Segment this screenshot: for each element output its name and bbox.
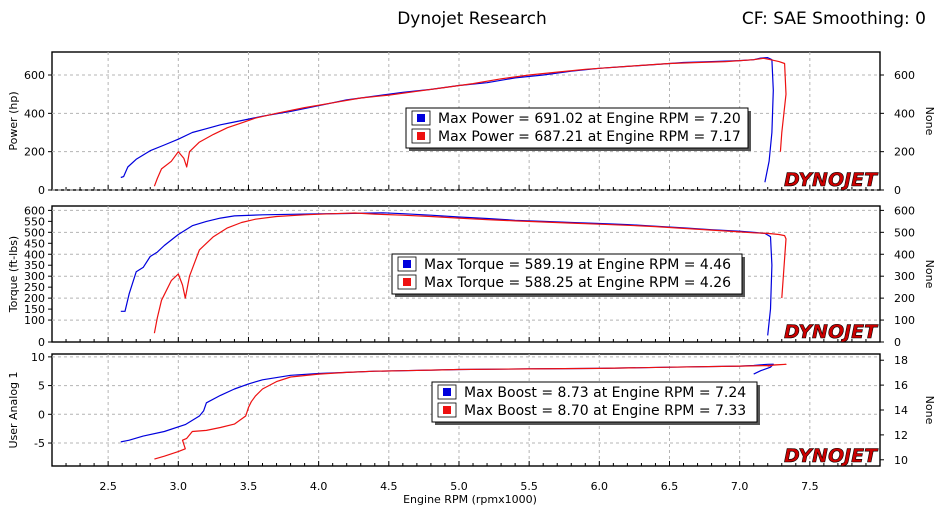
y-tick-label: 500: [24, 226, 45, 239]
legend-entry-run-2: Max Torque = 588.25 at Engine RPM = 4.26: [424, 275, 731, 291]
y2-tick-label: 300: [894, 270, 915, 283]
y-tick-label: 200: [24, 146, 45, 159]
x-tick-label: 7.5: [801, 480, 819, 493]
x-tick-label: 5.0: [450, 480, 468, 493]
x-tick-label: 7.0: [731, 480, 749, 493]
x-tick-label: 4.0: [310, 480, 328, 493]
legend-swatch-run-2: [443, 406, 451, 414]
y2-tick-label: 500: [894, 226, 915, 239]
series-line-run-1: [120, 212, 773, 336]
y-tick-label: 450: [24, 237, 45, 250]
y-tick-label: 10: [31, 351, 45, 364]
x-tick-label: 2.5: [99, 480, 117, 493]
legend-swatch-run-1: [403, 260, 411, 268]
series-line-run-2: [154, 363, 787, 460]
y2-tick-label: 0: [894, 336, 901, 349]
y-tick-label: 200: [24, 292, 45, 305]
y-tick-label: 0: [38, 184, 45, 197]
series-line-run-2: [153, 212, 787, 334]
x-axis-label: Engine RPM (rpmx1000): [403, 493, 537, 506]
y-tick-label: 300: [24, 270, 45, 283]
y2-tick-label: 400: [894, 107, 915, 120]
y2-tick-label: 18: [894, 354, 908, 367]
x-tick-label: 3.5: [240, 480, 258, 493]
y-tick-label: 400: [24, 107, 45, 120]
y-tick-label: 0: [38, 336, 45, 349]
x-tick-label: 6.0: [591, 480, 609, 493]
y-tick-label: 100: [24, 314, 45, 327]
y2-tick-label: 200: [894, 146, 915, 159]
y-tick-label: 350: [24, 259, 45, 272]
y2-tick-label: 10: [894, 454, 908, 467]
legend-box: [405, 107, 749, 149]
y-tick-label: 5: [38, 380, 45, 393]
y2-tick-label: 100: [894, 314, 915, 327]
legend-swatch-run-2: [417, 132, 425, 140]
y-tick-label: -5: [34, 437, 45, 450]
legend-box: [431, 381, 758, 423]
chart-panels: 0 200 400 600 0 200 400 600 Power (hp) None DYNOJE…: [7, 51, 936, 493]
y2-tick-label: 14: [894, 404, 908, 417]
y2-tick-label: 0: [894, 184, 901, 197]
y2-axis-label: None: [923, 396, 936, 425]
legend-box: [391, 253, 743, 295]
y-tick-label: 150: [24, 303, 45, 316]
y2-tick-label: 400: [894, 248, 915, 261]
legend-swatch-run-1: [443, 388, 451, 396]
x-tick-label: 4.5: [380, 480, 398, 493]
legend-entry-run-2: Max Boost = 8.70 at Engine RPM = 7.33: [464, 403, 746, 419]
y-tick-label: 250: [24, 281, 45, 294]
y2-axis-label: None: [923, 107, 936, 136]
y-axis-label: Power (hp): [7, 91, 20, 150]
x-tick-label: 5.5: [520, 480, 538, 493]
y-axis-label: User Analog 1: [7, 371, 20, 448]
legend-entry-run-1: Max Boost = 8.73 at Engine RPM = 7.24: [464, 385, 746, 401]
y-tick-label: 550: [24, 215, 45, 228]
legend-entry-run-1: Max Torque = 589.19 at Engine RPM = 4.46: [424, 257, 731, 273]
y2-tick-label: 600: [894, 204, 915, 217]
dynojet-logo: DYNOJET: [784, 169, 879, 191]
y-tick-label: 400: [24, 248, 45, 261]
y2-axis-label: None: [923, 260, 936, 289]
x-tick-label: 6.5: [661, 480, 679, 493]
chart-info: CF: SAE Smoothing: 0: [742, 9, 926, 29]
chart-title: Dynojet Research: [397, 9, 547, 29]
y2-tick-label: 600: [894, 69, 915, 82]
panel-3: -5 0 5 10 10 12 14 16 18 User Analog 1 None DYNOJET…: [7, 351, 936, 493]
dynojet-logo: DYNOJET: [784, 445, 879, 467]
x-tick-label: 3.0: [170, 480, 188, 493]
panel-2: 0100150200250300350400450500550600010020…: [7, 204, 936, 349]
dynojet-logo: DYNOJET: [784, 321, 879, 343]
y2-tick-label: 200: [894, 292, 915, 305]
y-axis-label: Torque (ft-lbs): [7, 236, 20, 313]
y2-tick-label: 16: [894, 379, 908, 392]
legend-swatch-run-2: [403, 278, 411, 286]
y-tick-label: 0: [38, 408, 45, 421]
y-tick-label: 600: [24, 69, 45, 82]
series-line-run-2: [153, 57, 787, 187]
legend-swatch-run-1: [417, 114, 425, 122]
y2-tick-label: 12: [894, 429, 908, 442]
legend-entry-run-2: Max Power = 687.21 at Engine RPM = 7.17: [438, 129, 741, 145]
y-tick-label: 600: [24, 204, 45, 217]
legend-entry-run-1: Max Power = 691.02 at Engine RPM = 7.20: [438, 111, 741, 127]
panel-1: 0 200 400 600 0 200 400 600 Power (hp) None DYNOJE…: [7, 51, 936, 197]
